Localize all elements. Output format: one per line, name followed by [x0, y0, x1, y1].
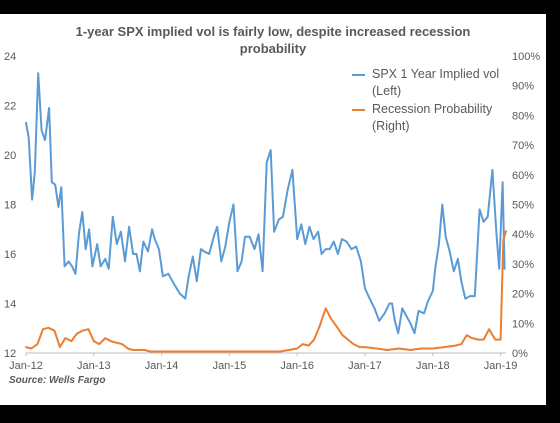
series-line-recession-probability	[25, 230, 507, 353]
legend-label-recession-prob-1: Recession Probability	[372, 102, 493, 116]
legend-label-implied-vol-2: (Left)	[372, 84, 402, 98]
x-axis-tick-label: Jan-14	[145, 360, 179, 372]
right-axis-tick-label: 20%	[512, 289, 534, 301]
x-axis-tick-label: Jan-17	[348, 360, 382, 372]
x-axis-tick-label: Jan-12	[9, 360, 43, 372]
left-axis-tick-label: 20	[4, 150, 16, 162]
right-axis-tick-label: 40%	[512, 229, 534, 241]
x-axis-tick-label: Jan-18	[416, 360, 450, 372]
series-line-implied-vol	[25, 72, 506, 335]
x-axis-tick-label: Jan-16	[280, 360, 314, 372]
right-axis-tick-label: 70%	[512, 140, 534, 152]
x-axis-tick-label: Jan-19	[484, 360, 518, 372]
legend-swatch-implied-vol	[352, 74, 365, 76]
right-axis-tick-label: 60%	[512, 170, 534, 182]
right-axis-tick-label: 80%	[512, 110, 534, 122]
left-axis-tick-label: 16	[4, 249, 16, 261]
source-note: Source: Wells Fargo	[9, 375, 106, 386]
chart-plot: 12 14 16 18 20 22 24 0% 10% 20% 30% 40% 50% 60% 70% 80%…	[4, 51, 540, 372]
right-axis-tick-label: 30%	[512, 259, 534, 271]
left-axis-tick-label: 22	[4, 101, 16, 113]
right-axis-tick-label: 0%	[512, 348, 528, 360]
x-axis-tick-label: Jan-15	[213, 360, 247, 372]
x-axis-tick-label: Jan-13	[77, 360, 111, 372]
legend-label-implied-vol-1: SPX 1 Year Implied vol	[372, 67, 500, 81]
chart-title-line-2: probability	[239, 41, 307, 56]
right-axis-tick-label: 50%	[512, 200, 534, 212]
chart-card: 1-year SPX implied vol is fairly low, de…	[0, 14, 546, 405]
right-axis-tick-label: 100%	[512, 51, 540, 63]
left-axis-tick-label: 12	[4, 348, 16, 360]
chart-title: 1-year SPX implied vol is fairly low, de…	[0, 23, 546, 57]
legend-label-recession-prob-2: (Right)	[372, 119, 410, 133]
right-axis-tick-label: 10%	[512, 318, 534, 330]
left-axis-tick-label: 24	[4, 51, 16, 63]
legend-swatch-recession-prob	[352, 109, 365, 111]
left-axis-tick-label: 18	[4, 200, 16, 212]
right-axis-tick-label: 90%	[512, 81, 534, 93]
left-axis-tick-label: 14	[4, 299, 16, 311]
chart-title-line-1: 1-year SPX implied vol is fairly low, de…	[75, 24, 471, 39]
